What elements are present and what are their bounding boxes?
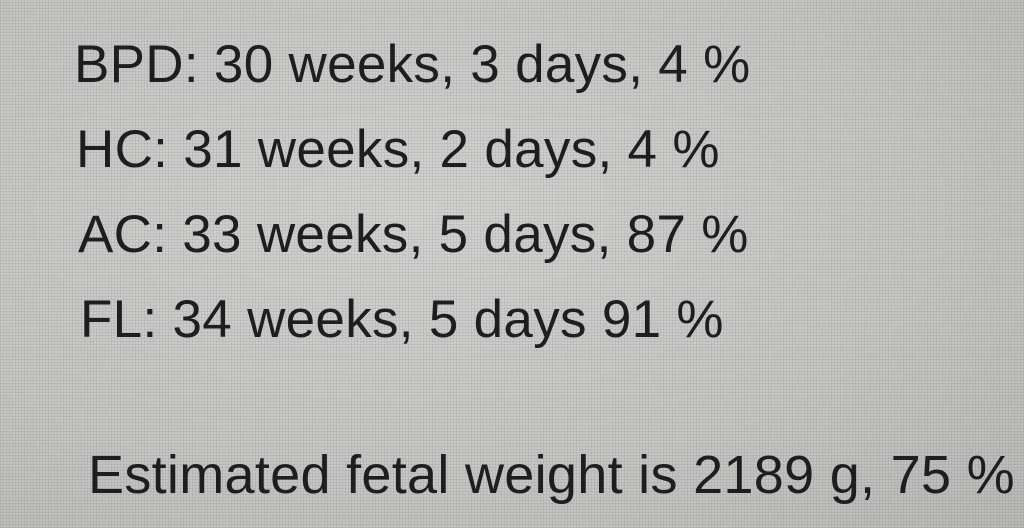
measurement-ac: AC: 33 weeks, 5 days, 87 % (78, 205, 749, 264)
measurement-bpd: BPD: 30 weeks, 3 days, 4 % (74, 35, 751, 94)
measurement-hc: HC: 31 weeks, 2 days, 4 % (76, 120, 720, 179)
estimated-fetal-weight: Estimated fetal weight is 2189 g, 75 % (88, 445, 1015, 505)
measurement-fl: FL: 34 weeks, 5 days 91 % (80, 290, 724, 349)
